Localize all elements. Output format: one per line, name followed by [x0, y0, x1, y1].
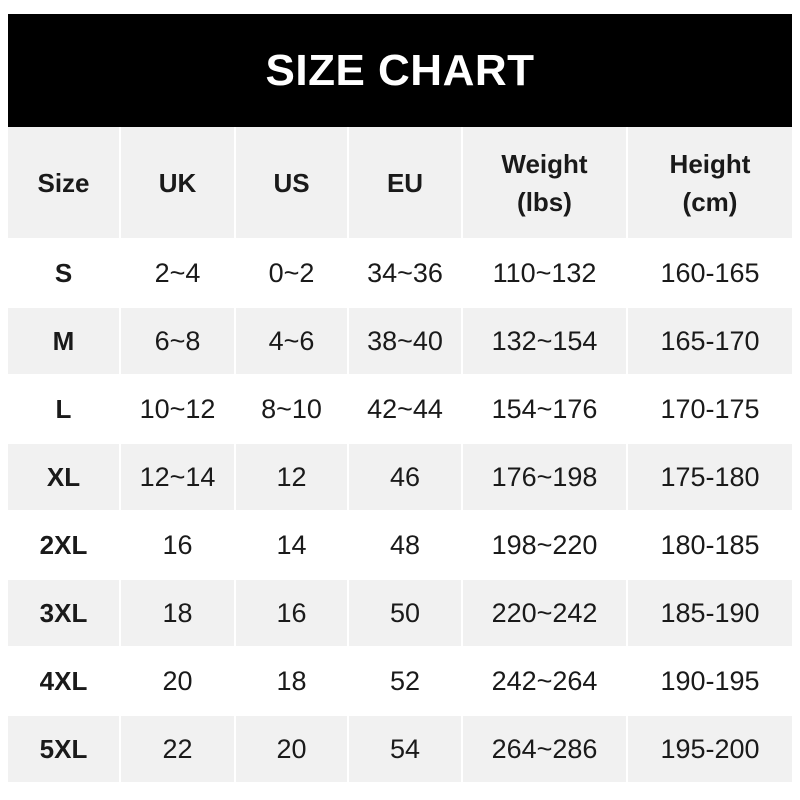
size-cell: L	[8, 375, 121, 444]
table-row: M 6~8 4~6 38~40 132~154 165-170	[8, 307, 792, 376]
column-header: US	[235, 127, 349, 240]
column-header: UK	[120, 127, 236, 240]
table-cell: 8~10	[235, 375, 349, 444]
column-header: Height (cm)	[627, 127, 792, 240]
table-row: S 2~4 0~2 34~36 110~132 160-165	[8, 239, 792, 308]
table-cell: 50	[348, 579, 463, 648]
table-cell: 42~44	[348, 375, 463, 444]
table-cell: 198~220	[462, 511, 628, 580]
table-cell: 175-180	[627, 443, 792, 512]
table-row: L 10~12 8~10 42~44 154~176 170-175	[8, 375, 792, 444]
table-row: 5XL 22 20 54 264~286 195-200	[8, 715, 792, 784]
table-cell: 110~132	[462, 239, 628, 308]
table-cell: 46	[348, 443, 463, 512]
table-cell: 4~6	[235, 307, 349, 376]
table-cell: 195-200	[627, 715, 792, 784]
table-row: XL 12~14 12 46 176~198 175-180	[8, 443, 792, 512]
table-cell: 220~242	[462, 579, 628, 648]
size-cell: XL	[8, 443, 121, 512]
table-cell: 176~198	[462, 443, 628, 512]
table-cell: 18	[120, 579, 236, 648]
table-cell: 54	[348, 715, 463, 784]
header-row: Size UK US EU Weight (lbs) Height (cm)	[8, 127, 792, 240]
table-row: 4XL 20 18 52 242~264 190-195	[8, 647, 792, 716]
table-cell: 20	[235, 715, 349, 784]
table-cell: 52	[348, 647, 463, 716]
size-cell: 2XL	[8, 511, 121, 580]
table-cell: 0~2	[235, 239, 349, 308]
table-cell: 6~8	[120, 307, 236, 376]
table-cell: 2~4	[120, 239, 236, 308]
table-cell: 264~286	[462, 715, 628, 784]
column-header: EU	[348, 127, 463, 240]
column-header: Size	[8, 127, 121, 240]
table-cell: 48	[348, 511, 463, 580]
size-cell: 4XL	[8, 647, 121, 716]
table-cell: 38~40	[348, 307, 463, 376]
size-cell: 5XL	[8, 715, 121, 784]
table-cell: 154~176	[462, 375, 628, 444]
size-cell: S	[8, 239, 121, 308]
table-cell: 20	[120, 647, 236, 716]
table-cell: 18	[235, 647, 349, 716]
table-cell: 10~12	[120, 375, 236, 444]
size-cell: 3XL	[8, 579, 121, 648]
table-cell: 16	[235, 579, 349, 648]
table-cell: 14	[235, 511, 349, 580]
table-cell: 165-170	[627, 307, 792, 376]
table-row: 3XL 18 16 50 220~242 185-190	[8, 579, 792, 648]
table-cell: 34~36	[348, 239, 463, 308]
table-cell: 185-190	[627, 579, 792, 648]
table-cell: 242~264	[462, 647, 628, 716]
table-cell: 16	[120, 511, 236, 580]
table-cell: 12	[235, 443, 349, 512]
size-chart: SIZE CHART Size UK US EU Weight (lbs) Height …	[8, 14, 792, 784]
table-cell: 170-175	[627, 375, 792, 444]
size-cell: M	[8, 307, 121, 376]
table-row: 2XL 16 14 48 198~220 180-185	[8, 511, 792, 580]
table-cell: 180-185	[627, 511, 792, 580]
table-cell: 190-195	[627, 647, 792, 716]
column-header: Weight (lbs)	[462, 127, 628, 240]
table-cell: 12~14	[120, 443, 236, 512]
table-cell: 132~154	[462, 307, 628, 376]
size-table: Size UK US EU Weight (lbs) Height (cm) S 2~4 0~…	[8, 127, 792, 784]
table-cell: 22	[120, 715, 236, 784]
chart-title: SIZE CHART	[8, 14, 792, 127]
table-cell: 160-165	[627, 239, 792, 308]
